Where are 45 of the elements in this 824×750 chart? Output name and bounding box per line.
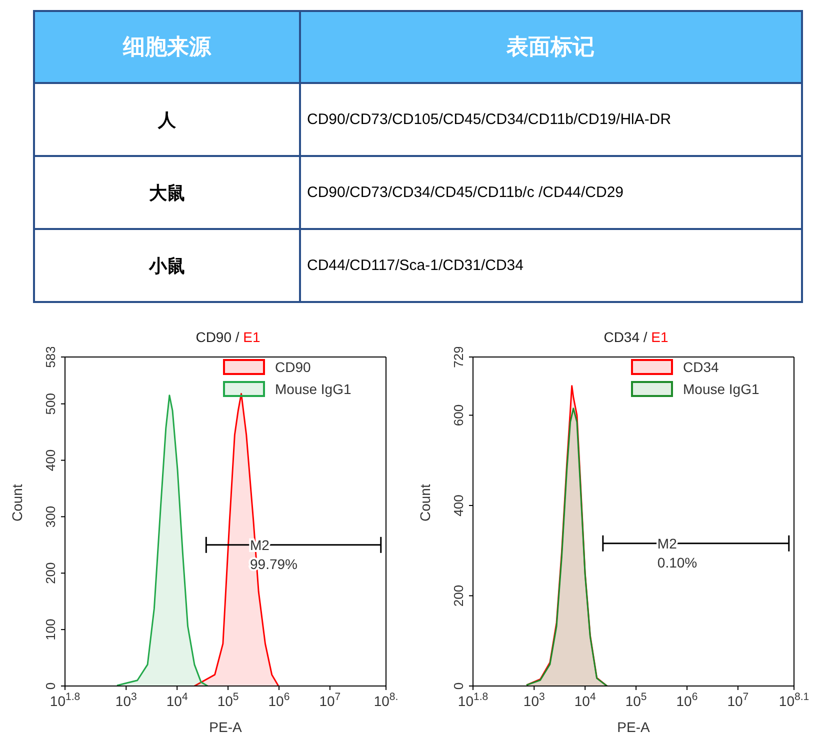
chart-title: CD90 / E1 bbox=[196, 329, 260, 345]
legend-label: Mouse IgG1 bbox=[274, 381, 352, 397]
x-tick-label: 10$^{4}$ bbox=[574, 691, 596, 709]
text: 人 bbox=[34, 83, 300, 156]
y-tick-label: 729 bbox=[451, 346, 466, 368]
x-tick-label: 10$^{8.}$ bbox=[374, 691, 398, 709]
x-tick-label: 10$^{6}$ bbox=[676, 691, 698, 709]
x-tick-label: 10$^{4}$ bbox=[166, 691, 188, 709]
x-tick-label: 10$^{1.8}$ bbox=[50, 691, 80, 709]
x-tick-label: 10$^{5}$ bbox=[217, 691, 239, 709]
chart-title: CD34 / E1 bbox=[604, 329, 668, 345]
x-axis-title: PE-A bbox=[209, 719, 242, 735]
x-tick-label: 10$^{3}$ bbox=[115, 691, 138, 709]
y-tick-label: 0 bbox=[451, 682, 466, 690]
text: CD44/CD117/Sca-1/CD31/CD34 bbox=[300, 229, 802, 302]
x-tick-label: 10$^{8.1}$ bbox=[778, 691, 810, 709]
legend-label: CD90 bbox=[274, 359, 312, 375]
y-tick-label: 200 bbox=[451, 584, 466, 607]
legend-label: CD34 bbox=[682, 359, 720, 375]
y-tick-label: 200 bbox=[43, 562, 58, 584]
text: 大鼠 bbox=[34, 156, 300, 229]
y-tick-label: 300 bbox=[43, 506, 58, 528]
y-tick-label: 600 bbox=[451, 404, 466, 426]
x-tick-label: 10$^{5}$ bbox=[625, 691, 647, 709]
y-tick-label: 0 bbox=[43, 682, 58, 690]
x-tick-label: 10$^{6}$ bbox=[268, 691, 290, 709]
y-axis-title: Count bbox=[416, 484, 433, 522]
x-tick-label: 10$^{3}$ bbox=[523, 691, 546, 709]
x-axis-title: PE-A bbox=[617, 719, 650, 735]
text: 表面标记 bbox=[300, 11, 802, 83]
y-axis-title: Count bbox=[8, 484, 25, 522]
text: CD90/CD73/CD34/CD45/CD11b/c /CD44/CD29 bbox=[300, 156, 802, 229]
text: CD90/CD73/CD105/CD45/CD34/CD11b/CD19/HlA-DR bbox=[300, 83, 802, 156]
x-tick-label: 10$^{7}$ bbox=[319, 691, 341, 709]
y-tick-label: 400 bbox=[43, 449, 58, 472]
annotation: 0.10% bbox=[657, 554, 698, 570]
text: 细胞来源 bbox=[34, 11, 300, 83]
x-tick-label: 10$^{1.8}$ bbox=[458, 691, 488, 709]
x-tick-label: 10$^{7}$ bbox=[727, 691, 749, 709]
y-tick-label: 100 bbox=[43, 618, 58, 640]
y-tick-label: 583 bbox=[43, 346, 58, 368]
legend-label: Mouse IgG1 bbox=[682, 381, 760, 397]
y-tick-label: 400 bbox=[451, 494, 466, 516]
y-tick-label: 500 bbox=[43, 392, 58, 415]
text: 小鼠 bbox=[34, 229, 300, 302]
